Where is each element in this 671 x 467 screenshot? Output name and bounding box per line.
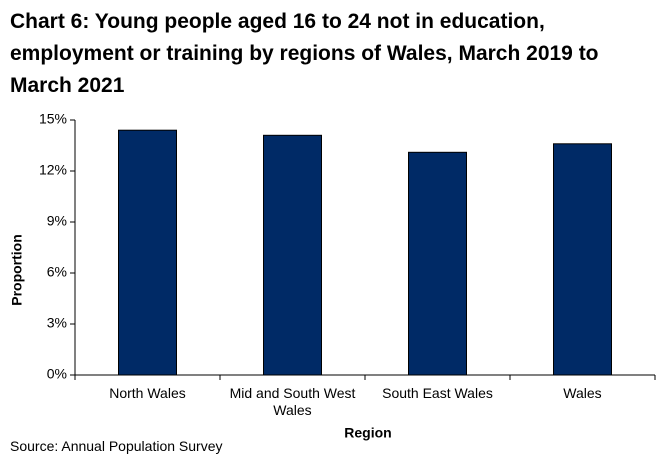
- y-tick-label: 3%: [47, 315, 67, 331]
- x-tick-label: North Wales: [109, 385, 186, 401]
- bar: [408, 151, 467, 376]
- bar: [263, 134, 322, 376]
- y-tick-label: 6%: [47, 264, 67, 280]
- source-note: Source: Annual Population Survey: [10, 438, 223, 454]
- y-tick-label: 12%: [39, 162, 67, 178]
- x-tick-label: Mid and South West Wales: [229, 385, 356, 418]
- y-tick-label: 15%: [39, 111, 67, 127]
- x-tick-label: South East Wales: [382, 385, 493, 401]
- y-tick-label: 9%: [47, 213, 67, 229]
- y-axis-title: Proportion: [9, 234, 25, 306]
- chart-title: Chart 6: Young people aged 16 to 24 not …: [10, 10, 599, 97]
- x-tick-label: Wales: [563, 385, 602, 401]
- y-tick-label: 0%: [47, 366, 67, 382]
- bar: [118, 129, 177, 376]
- bar: [553, 143, 612, 376]
- x-axis-title: Region: [344, 425, 391, 441]
